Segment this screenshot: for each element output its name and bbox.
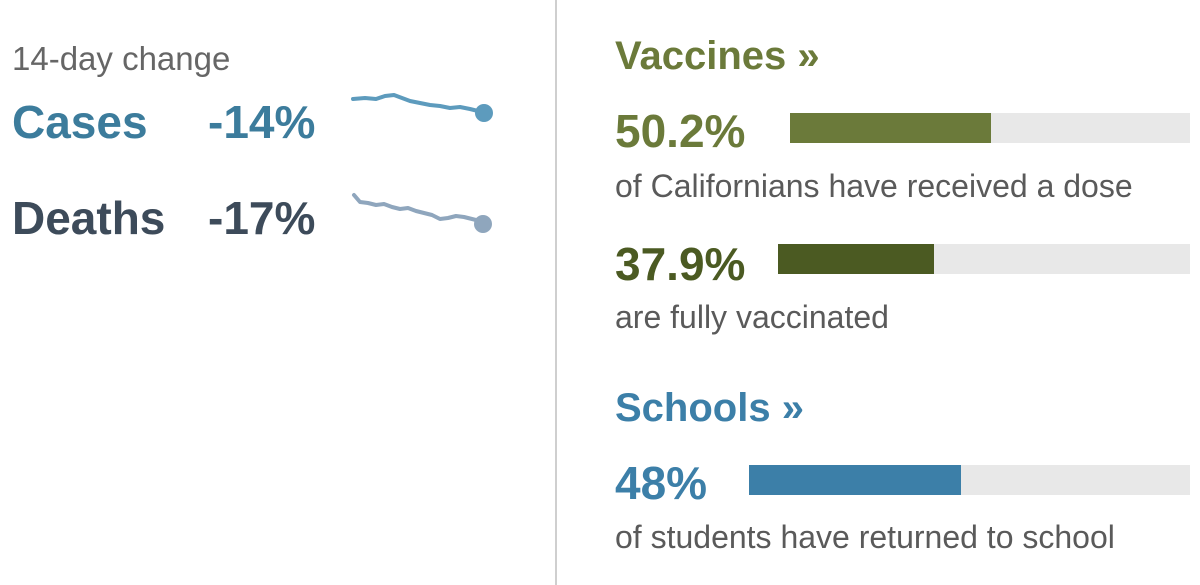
dose-percent: 50.2% <box>615 105 746 157</box>
vaccines-link[interactable]: Vaccines » <box>615 34 820 78</box>
deaths-label: Deaths <box>12 192 166 244</box>
deaths-sparkline <box>352 193 492 233</box>
fully-vaccinated-description: are fully vaccinated <box>615 299 889 335</box>
schools-percent: 48% <box>615 457 708 509</box>
change-panel: 14-day change Cases -14% Deaths -17% <box>0 0 556 585</box>
cases-sparkline <box>351 93 493 122</box>
fully-vaccinated-progress-fill <box>778 244 935 274</box>
schools-progress-bar <box>749 465 1190 495</box>
deaths-change: -17% <box>208 192 316 244</box>
cases-change: -14% <box>208 96 316 148</box>
schools-description: of students have returned to school <box>615 519 1115 555</box>
schools-link[interactable]: Schools » <box>615 386 804 430</box>
divider <box>555 0 557 585</box>
dose-description: of Californians have received a dose <box>615 168 1133 204</box>
dose-progress-bar <box>790 113 1190 143</box>
dose-progress-fill <box>790 113 991 143</box>
cases-label: Cases <box>12 96 148 148</box>
fully-vaccinated-progress-bar <box>778 244 1190 274</box>
status-panel: Vaccines » 50.2% of Californians have re… <box>557 0 1200 585</box>
fully-vaccinated-percent: 37.9% <box>615 238 746 290</box>
schools-progress-fill <box>749 465 961 495</box>
change-label: 14-day change <box>12 40 231 77</box>
